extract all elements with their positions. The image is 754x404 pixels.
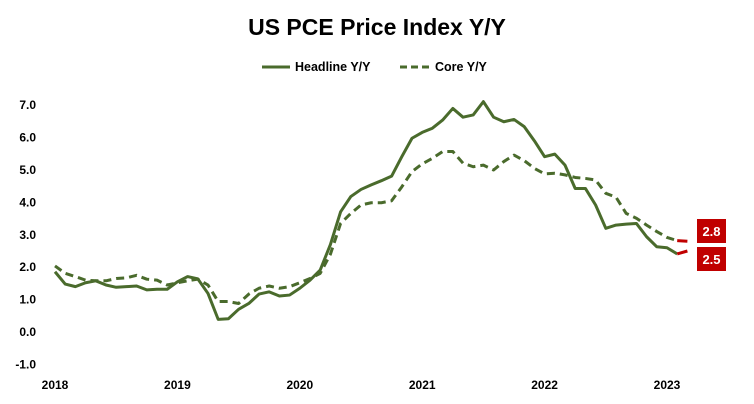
series-line-core: [54, 150, 678, 305]
y-tick-label: 2.0: [19, 260, 36, 274]
y-tick-label: 6.0: [19, 131, 36, 145]
x-tick-label: 2020: [286, 378, 313, 392]
series-last-segment: [676, 249, 688, 256]
x-tick-label: 2021: [409, 378, 436, 392]
y-tick-label: 4.0: [19, 195, 36, 209]
y-tick-label: 1.0: [19, 293, 36, 307]
y-tick-label: -1.0: [15, 357, 36, 371]
x-tick-label: 2019: [164, 378, 191, 392]
y-tick-label: 5.0: [19, 163, 36, 177]
y-tick-label: 3.0: [19, 228, 36, 242]
x-tick-label: 2023: [654, 378, 681, 392]
legend-label-core: Core Y/Y: [435, 60, 488, 74]
value-label: 2.5: [702, 252, 720, 267]
y-tick-label: 7.0: [19, 98, 36, 112]
value-label: 2.8: [702, 224, 720, 239]
series-line-headline: [53, 100, 678, 321]
legend-label-headline: Headline Y/Y: [295, 60, 371, 74]
y-tick-label: 0.0: [19, 325, 36, 339]
value-label-box: [697, 219, 726, 243]
x-tick-label: 2022: [531, 378, 558, 392]
value-label-box: [697, 247, 726, 271]
series-last-segment: [677, 239, 688, 243]
x-tick-label: 2018: [42, 378, 69, 392]
chart-title: US PCE Price Index Y/Y: [248, 14, 506, 40]
